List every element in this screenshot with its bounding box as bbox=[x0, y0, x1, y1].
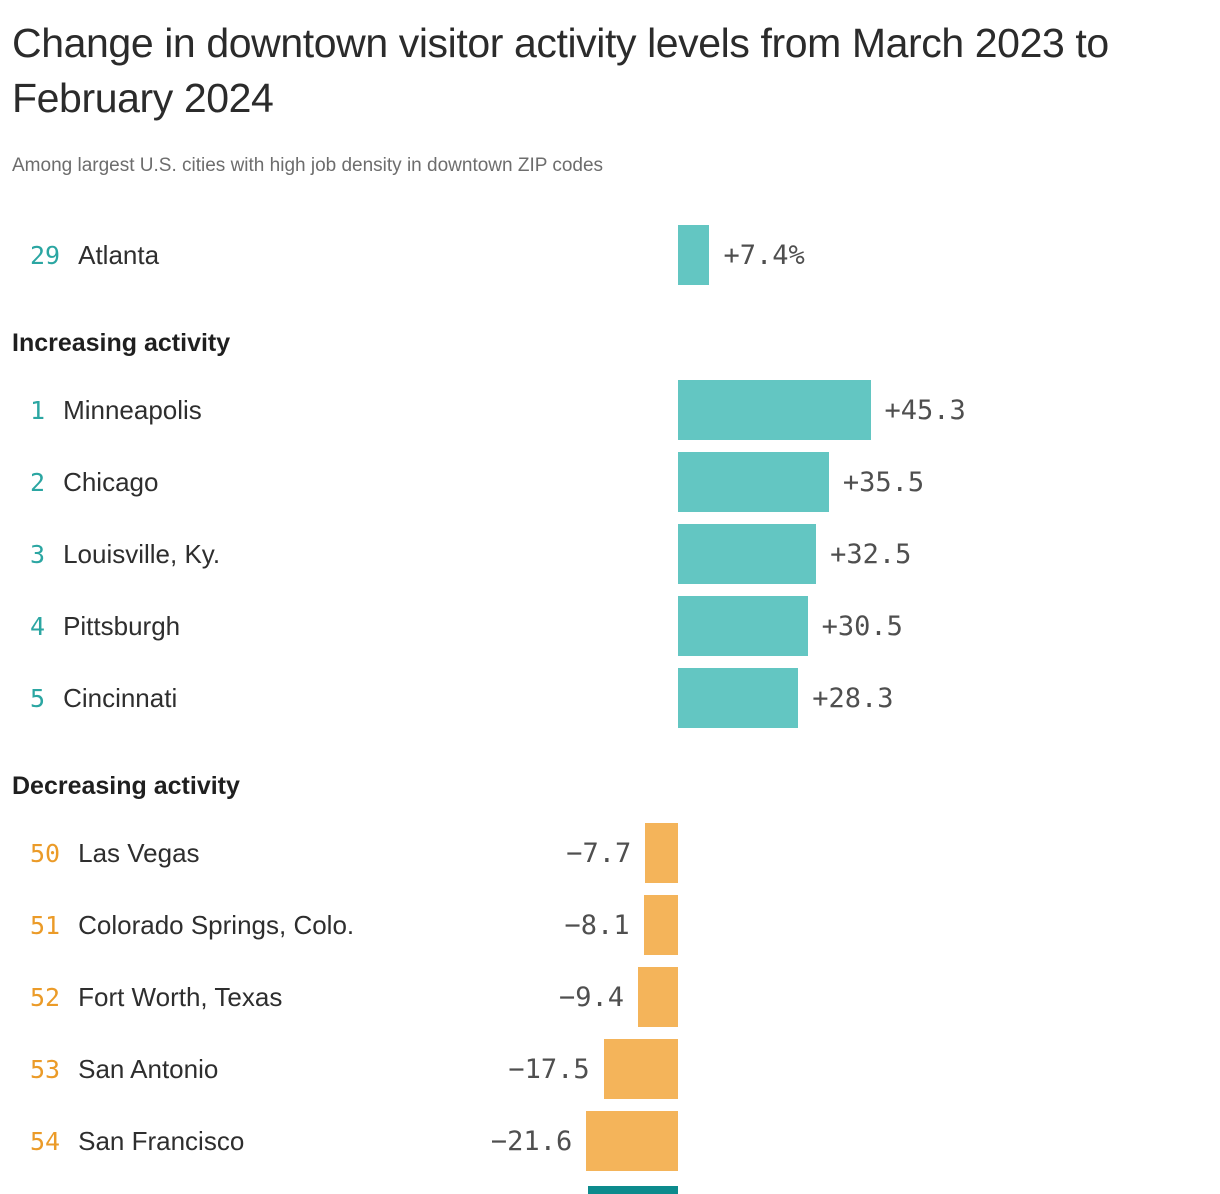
bar bbox=[678, 668, 799, 729]
chart-row: 5 Cincinnati +28.3 bbox=[0, 668, 1220, 729]
rank-label: 54 bbox=[30, 1126, 61, 1156]
chart-row: 54 San Francisco −21.6 bbox=[0, 1111, 1220, 1172]
value-label: −7.7 bbox=[566, 837, 632, 869]
row-label: 51 Colorado Springs, Colo. bbox=[30, 895, 354, 955]
bar bbox=[678, 596, 808, 657]
bar bbox=[678, 225, 710, 286]
value-label: −17.5 bbox=[508, 1053, 590, 1085]
bar bbox=[678, 524, 817, 585]
chart-title: Change in downtown visitor activity leve… bbox=[12, 20, 1109, 121]
row-label: 29 Atlanta bbox=[30, 225, 159, 285]
row-label: 4 Pittsburgh bbox=[30, 596, 180, 656]
section-header-decreasing: Decreasing activity bbox=[12, 772, 240, 801]
chart-row: 29 Atlanta +7.4% bbox=[0, 225, 1220, 286]
value-label: +45.3 bbox=[884, 394, 966, 426]
rank-label: 53 bbox=[30, 1054, 61, 1084]
city-label: Pittsburgh bbox=[63, 610, 181, 641]
bar bbox=[603, 1039, 678, 1100]
row-label: 1 Minneapolis bbox=[30, 380, 202, 440]
chart-row: 52 Fort Worth, Texas −9.4 bbox=[0, 967, 1220, 1028]
city-label: Louisville, Ky. bbox=[63, 538, 221, 569]
bar bbox=[638, 967, 678, 1028]
city-label: Colorado Springs, Colo. bbox=[78, 909, 355, 940]
bar bbox=[645, 823, 678, 884]
row-label: 52 Fort Worth, Texas bbox=[30, 967, 282, 1027]
increasing-rows: 1 Minneapolis +45.3 2 Chicago +35.5 3 Lo… bbox=[0, 380, 1220, 729]
row-label: 5 Cincinnati bbox=[30, 668, 177, 728]
rank-label: 51 bbox=[30, 910, 61, 940]
bar bbox=[586, 1111, 678, 1172]
value-label: +28.3 bbox=[812, 682, 894, 714]
bar bbox=[678, 452, 829, 513]
cutoff-partial-element bbox=[588, 1186, 678, 1194]
chart-row: 1 Minneapolis +45.3 bbox=[0, 380, 1220, 441]
bar bbox=[643, 895, 678, 956]
rank-label: 50 bbox=[30, 838, 61, 868]
rank-label: 1 bbox=[30, 395, 46, 425]
row-label: 2 Chicago bbox=[30, 452, 158, 512]
chart-row: 53 San Antonio −17.5 bbox=[0, 1039, 1220, 1100]
city-label: Fort Worth, Texas bbox=[78, 981, 283, 1012]
value-label: +35.5 bbox=[842, 466, 925, 498]
chart-row: 50 Las Vegas −7.7 bbox=[0, 823, 1220, 884]
city-label: San Antonio bbox=[78, 1053, 219, 1084]
value-label: +7.4% bbox=[723, 239, 805, 271]
chart-row: 51 Colorado Springs, Colo. −8.1 bbox=[0, 895, 1220, 956]
rank-label: 29 bbox=[30, 240, 61, 270]
value-label: +32.5 bbox=[830, 538, 912, 570]
chart-row: 3 Louisville, Ky. +32.5 bbox=[0, 524, 1220, 585]
bar bbox=[678, 380, 871, 441]
row-label: 54 San Francisco bbox=[30, 1111, 244, 1171]
city-label: Atlanta bbox=[78, 239, 160, 270]
value-label: −21.6 bbox=[490, 1125, 573, 1157]
city-label: Las Vegas bbox=[78, 837, 200, 868]
row-label: 50 Las Vegas bbox=[30, 823, 200, 883]
city-label: Chicago bbox=[63, 466, 159, 497]
row-label: 3 Louisville, Ky. bbox=[30, 524, 220, 584]
city-label: Cincinnati bbox=[63, 682, 178, 713]
rank-label: 52 bbox=[30, 982, 61, 1012]
value-label: +30.5 bbox=[821, 610, 903, 642]
section-header-increasing: Increasing activity bbox=[12, 329, 231, 358]
value-label: −8.1 bbox=[564, 909, 630, 941]
rank-label: 4 bbox=[30, 611, 46, 641]
value-label: −9.4 bbox=[559, 981, 625, 1013]
city-label: Minneapolis bbox=[63, 394, 202, 425]
rank-label: 3 bbox=[30, 539, 46, 569]
decreasing-rows: 50 Las Vegas −7.7 51 Colorado Springs, C… bbox=[0, 823, 1220, 1172]
rank-label: 2 bbox=[30, 467, 46, 497]
chart-row: 4 Pittsburgh +30.5 bbox=[0, 596, 1220, 657]
chart-subtitle: Among largest U.S. cities with high job … bbox=[12, 155, 604, 177]
city-label: San Francisco bbox=[78, 1125, 245, 1156]
row-label: 53 San Antonio bbox=[30, 1039, 218, 1099]
rank-label: 5 bbox=[30, 683, 46, 713]
chart-row: 2 Chicago +35.5 bbox=[0, 452, 1220, 513]
